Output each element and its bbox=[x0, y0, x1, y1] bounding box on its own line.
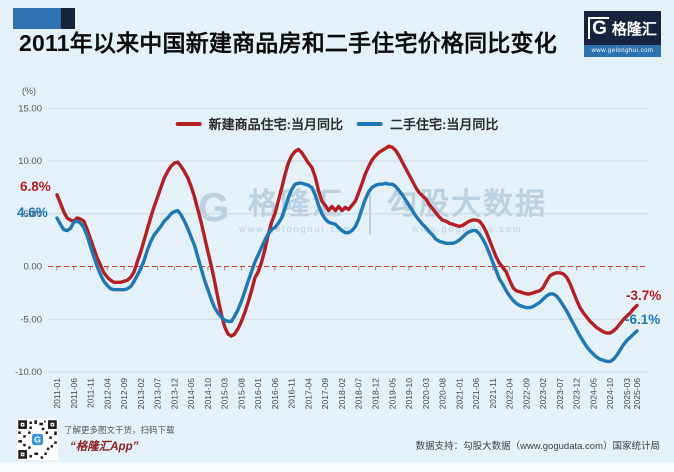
y-axis-unit-label: (%) bbox=[22, 86, 36, 96]
x-tick-label: 2020-08 bbox=[438, 378, 448, 409]
chart-legend: 新建商品住宅:当月同比 二手住宅:当月同比 bbox=[175, 114, 498, 133]
x-tick-label: 2012-09 bbox=[119, 378, 129, 409]
app-name: “格隆汇App” bbox=[70, 441, 139, 453]
x-tick-label: 2011-01 bbox=[52, 378, 62, 409]
x-tick-label: 2017-09 bbox=[320, 378, 330, 409]
new-home-price-line bbox=[55, 144, 639, 338]
x-tick-label: 2021-11 bbox=[488, 378, 498, 409]
secondhand-price-line bbox=[55, 181, 639, 364]
y-tick-label: -10.00 bbox=[15, 367, 42, 378]
x-tick-label: 2011-11 bbox=[86, 378, 96, 408]
logo-url: www.gelonghui.com bbox=[584, 45, 661, 57]
x-tick-label: 2024-10 bbox=[605, 378, 615, 409]
x-tick-label: 2023-07 bbox=[555, 378, 565, 409]
data-source-credit: 数据支持：勾股大数据（www.gogudata.com）国家统计局 bbox=[415, 441, 660, 452]
logo-main: G 格隆汇 bbox=[584, 11, 661, 45]
x-tick-label: 2011-06 bbox=[69, 378, 79, 409]
new-home-line-swatch bbox=[175, 121, 202, 126]
annotation-secondhand-start: 4.6% bbox=[17, 205, 48, 220]
annotation-new-home-start: 6.8% bbox=[20, 179, 51, 194]
annotation-secondhand-end: -6.1% bbox=[625, 312, 661, 327]
bottom-strip bbox=[0, 462, 674, 472]
x-tick-label: 2013-02 bbox=[136, 378, 146, 409]
legend-label-new-home: 新建商品住宅:当月同比 bbox=[208, 117, 343, 132]
x-tick-label: 2020-03 bbox=[421, 378, 431, 409]
x-tick-label: 2019-10 bbox=[404, 378, 414, 409]
y-tick-label: 5.00 bbox=[24, 209, 43, 220]
legend-item-secondhand: 二手住宅:当月同比 bbox=[357, 114, 498, 133]
x-tick-label: 2016-11 bbox=[287, 378, 297, 409]
x-tick-label: 2012-04 bbox=[102, 378, 112, 409]
y-tick-label: 15.00 bbox=[18, 103, 42, 114]
x-tick-label: 2018-12 bbox=[370, 378, 380, 409]
x-tick-label: 2014-05 bbox=[186, 378, 196, 409]
header-deco-blue-block bbox=[13, 8, 61, 29]
secondhand-line-swatch bbox=[357, 121, 383, 126]
y-tick-label: 0.00 bbox=[24, 262, 43, 273]
page-title: 2011年以来中国新建商品房和二手住宅价格同比变化 bbox=[19, 30, 557, 56]
x-tick-label: 2016-06 bbox=[270, 378, 280, 409]
x-tick-label: 2022-04 bbox=[505, 378, 515, 409]
x-tick-label: 2025-03 bbox=[622, 378, 632, 409]
y-tick-label: 10.00 bbox=[18, 156, 42, 167]
gelonghui-logo: G 格隆汇 www.gelonghui.com bbox=[584, 11, 661, 57]
x-tick-label: 2013-07 bbox=[153, 378, 163, 409]
legend-item-new-home: 新建商品住宅:当月同比 bbox=[175, 114, 343, 133]
x-tick-label: 2018-02 bbox=[337, 378, 347, 409]
qr-caption: 了解更多图文干货，扫码下载 bbox=[64, 425, 175, 435]
x-tick-label: 2018-07 bbox=[354, 378, 364, 409]
logo-brand-name: 格隆汇 bbox=[611, 20, 657, 38]
x-tick-label: 2023-12 bbox=[572, 378, 582, 409]
logo-g-icon: G bbox=[588, 17, 609, 39]
svg-text:G: G bbox=[34, 435, 41, 445]
x-tick-label: 2021-01 bbox=[454, 378, 464, 409]
x-tick-label: 2021-06 bbox=[471, 378, 481, 409]
header-deco-navy-block bbox=[61, 8, 75, 29]
annotation-new-home-end: -3.7% bbox=[626, 288, 662, 303]
x-tick-label: 2019-05 bbox=[387, 378, 397, 409]
qr-code: G bbox=[17, 419, 58, 460]
x-tick-label: 2015-03 bbox=[220, 378, 230, 409]
legend-label-secondhand: 二手住宅:当月同比 bbox=[390, 117, 499, 132]
x-tick-label: 2024-05 bbox=[588, 378, 598, 409]
x-tick-label: 2013-12 bbox=[169, 378, 179, 409]
x-tick-label: 2023-02 bbox=[538, 378, 548, 409]
x-tick-label: 2017-04 bbox=[303, 378, 313, 409]
x-tick-label: 2025-06 bbox=[632, 378, 642, 409]
x-tick-label: 2016-01 bbox=[253, 378, 263, 409]
x-tick-label: 2022-09 bbox=[521, 378, 531, 409]
x-tick-label: 2015-08 bbox=[236, 378, 246, 409]
x-tick-label: 2014-10 bbox=[203, 378, 213, 409]
y-tick-label: -5.00 bbox=[20, 314, 42, 325]
